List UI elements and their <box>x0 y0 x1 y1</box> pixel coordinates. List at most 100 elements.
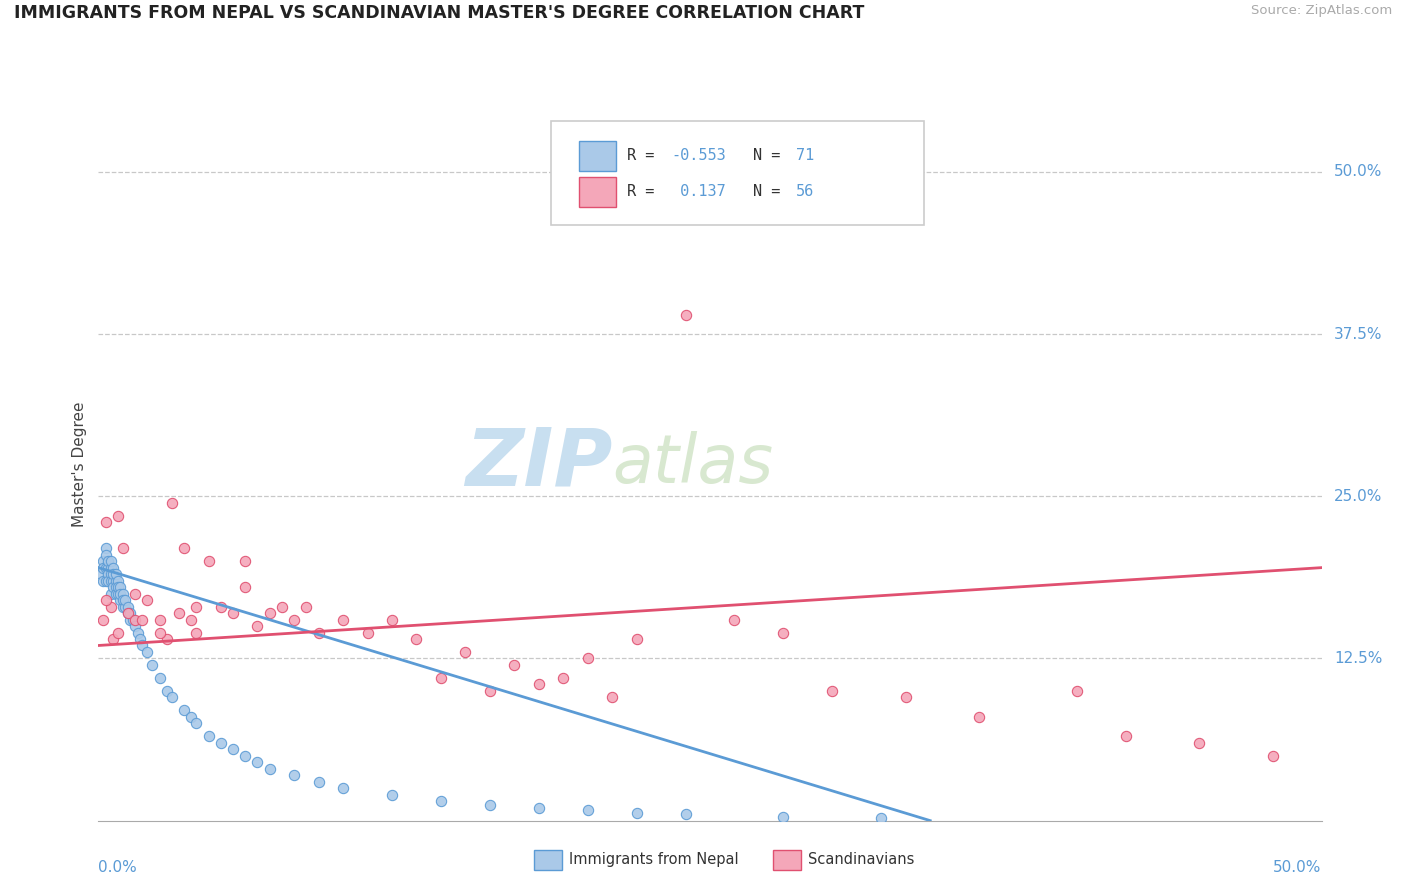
Point <box>283 613 305 627</box>
Point <box>186 716 208 731</box>
Point <box>381 613 404 627</box>
Point <box>124 613 146 627</box>
Text: atlas: atlas <box>612 431 773 497</box>
Point <box>222 606 245 620</box>
Point <box>91 554 114 568</box>
Text: 71: 71 <box>796 148 814 163</box>
Text: N =: N = <box>752 148 789 163</box>
Point <box>308 625 330 640</box>
Point <box>120 606 142 620</box>
Point <box>209 599 232 614</box>
Point <box>772 625 794 640</box>
Point <box>723 613 745 627</box>
Point <box>259 606 281 620</box>
Point <box>675 308 697 322</box>
Text: 56: 56 <box>796 184 814 199</box>
Point <box>101 580 124 594</box>
Point <box>553 671 575 685</box>
Text: Immigrants from Nepal: Immigrants from Nepal <box>569 853 740 867</box>
Point <box>104 574 127 588</box>
Point <box>870 811 893 825</box>
Point <box>107 574 129 588</box>
Point <box>124 619 146 633</box>
Text: 12.5%: 12.5% <box>1334 651 1382 666</box>
Point <box>94 548 117 562</box>
Point <box>405 632 427 646</box>
Point <box>100 574 122 588</box>
Point <box>173 541 195 556</box>
Point <box>107 625 129 640</box>
Point <box>167 606 190 620</box>
Text: -0.553: -0.553 <box>671 148 725 163</box>
Point <box>136 645 159 659</box>
Point <box>332 781 354 796</box>
Text: 0.137: 0.137 <box>671 184 725 199</box>
Point <box>101 560 124 574</box>
Point <box>90 567 112 582</box>
Point <box>772 810 794 824</box>
Text: 37.5%: 37.5% <box>1334 326 1382 342</box>
Point <box>111 593 134 607</box>
Point <box>94 515 117 529</box>
Point <box>478 684 501 698</box>
Point <box>233 554 256 568</box>
Point <box>160 496 183 510</box>
Point <box>97 574 120 588</box>
Point <box>121 613 143 627</box>
Point <box>222 742 245 756</box>
Point <box>127 625 149 640</box>
Point <box>94 593 117 607</box>
Point <box>110 580 132 594</box>
Point <box>100 554 122 568</box>
Point <box>1115 729 1137 743</box>
Point <box>626 632 648 646</box>
FancyBboxPatch shape <box>579 177 616 207</box>
Text: 0.0%: 0.0% <box>98 860 138 875</box>
Point <box>107 586 129 600</box>
Point <box>233 580 256 594</box>
Point <box>186 599 208 614</box>
Point <box>454 645 477 659</box>
Point <box>117 606 139 620</box>
Point <box>100 567 122 582</box>
Point <box>186 625 208 640</box>
Point <box>111 586 134 600</box>
Point <box>111 541 134 556</box>
Point <box>149 625 172 640</box>
Point <box>101 632 124 646</box>
Text: Scandinavians: Scandinavians <box>808 853 915 867</box>
Point <box>173 703 195 717</box>
Point <box>120 613 142 627</box>
Point <box>104 567 127 582</box>
Point <box>246 619 269 633</box>
Point <box>100 586 122 600</box>
Point <box>626 805 648 820</box>
Point <box>97 560 120 574</box>
Point <box>527 800 550 814</box>
Point <box>675 807 697 822</box>
Point <box>117 599 139 614</box>
Point <box>117 606 139 620</box>
Point <box>527 677 550 691</box>
Point <box>94 574 117 588</box>
Point <box>503 657 526 672</box>
Point <box>1188 736 1211 750</box>
Y-axis label: Master's Degree: Master's Degree <box>72 401 87 526</box>
Point <box>180 710 202 724</box>
Point <box>97 554 120 568</box>
Point <box>97 567 120 582</box>
FancyBboxPatch shape <box>551 121 924 225</box>
Point <box>94 541 117 556</box>
Point <box>967 710 990 724</box>
Point <box>332 613 354 627</box>
Point <box>100 560 122 574</box>
Point <box>149 671 172 685</box>
Point <box>478 798 501 813</box>
Text: IMMIGRANTS FROM NEPAL VS SCANDINAVIAN MASTER'S DEGREE CORRELATION CHART: IMMIGRANTS FROM NEPAL VS SCANDINAVIAN MA… <box>14 4 865 22</box>
Point <box>356 625 378 640</box>
Text: 50.0%: 50.0% <box>1334 164 1382 179</box>
Point <box>156 632 179 646</box>
Point <box>107 580 129 594</box>
Point <box>129 632 152 646</box>
Point <box>110 593 132 607</box>
